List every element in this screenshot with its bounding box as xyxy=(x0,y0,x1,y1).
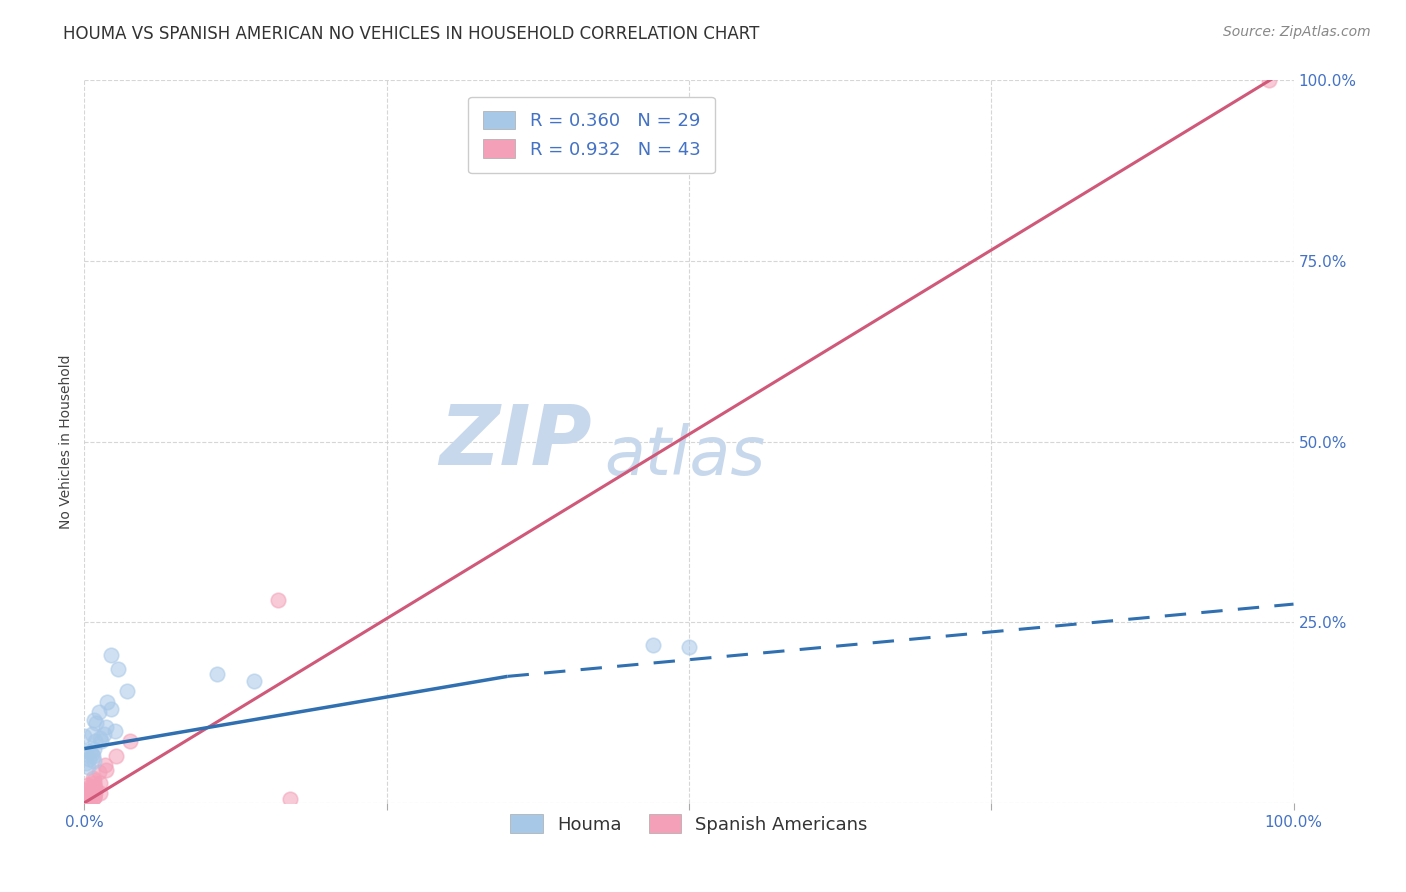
Point xyxy=(83,741,105,756)
Point xyxy=(278,792,301,806)
Point xyxy=(94,764,117,778)
Point xyxy=(73,729,96,743)
Point xyxy=(82,771,104,785)
Point xyxy=(86,716,108,731)
Point xyxy=(84,780,107,794)
Point xyxy=(83,713,105,727)
Point xyxy=(83,790,105,805)
Point xyxy=(77,793,100,807)
Point xyxy=(76,744,98,758)
Point xyxy=(84,786,107,800)
Point xyxy=(77,790,100,805)
Point xyxy=(77,760,100,774)
Point xyxy=(120,734,142,748)
Point xyxy=(83,782,105,797)
Point xyxy=(83,754,105,768)
Point xyxy=(82,748,104,763)
Point xyxy=(75,792,97,806)
Point xyxy=(100,702,122,716)
Point xyxy=(77,793,100,807)
Point xyxy=(77,793,100,807)
Point xyxy=(641,638,664,652)
Point xyxy=(242,674,264,689)
Point xyxy=(79,793,101,807)
Point xyxy=(1258,73,1281,87)
Point xyxy=(678,640,700,655)
Text: HOUMA VS SPANISH AMERICAN NO VEHICLES IN HOUSEHOLD CORRELATION CHART: HOUMA VS SPANISH AMERICAN NO VEHICLES IN… xyxy=(63,25,759,43)
Point xyxy=(77,793,100,807)
Point xyxy=(104,723,127,738)
Point xyxy=(77,793,100,807)
Point xyxy=(104,748,127,763)
Point xyxy=(75,756,97,770)
Text: Source: ZipAtlas.com: Source: ZipAtlas.com xyxy=(1223,25,1371,39)
Point xyxy=(207,667,229,681)
Point xyxy=(83,775,105,789)
Point xyxy=(79,745,101,759)
Point xyxy=(77,778,100,792)
Point xyxy=(75,796,97,810)
Point xyxy=(77,752,100,766)
Point xyxy=(87,765,110,780)
Point xyxy=(89,786,111,800)
Point xyxy=(75,796,97,810)
Text: ZIP: ZIP xyxy=(440,401,592,482)
Point xyxy=(75,796,97,810)
Point xyxy=(77,793,100,807)
Point xyxy=(77,780,100,794)
Point xyxy=(80,747,103,761)
Point xyxy=(73,782,96,797)
Point xyxy=(77,789,100,804)
Y-axis label: No Vehicles in Household: No Vehicles in Household xyxy=(59,354,73,529)
Point xyxy=(75,796,97,810)
Point xyxy=(107,662,129,676)
Point xyxy=(83,790,105,805)
Point xyxy=(93,727,115,741)
Point xyxy=(77,786,100,800)
Point xyxy=(89,731,111,745)
Point xyxy=(83,772,105,787)
Text: atlas: atlas xyxy=(605,423,765,489)
Point xyxy=(94,758,117,772)
Point xyxy=(75,796,97,810)
Point xyxy=(84,782,107,797)
Point xyxy=(100,648,122,662)
Point xyxy=(96,695,118,709)
Point xyxy=(80,727,103,741)
Point xyxy=(267,593,290,607)
Point xyxy=(77,793,100,807)
Point xyxy=(84,734,107,748)
Point xyxy=(87,706,110,720)
Point xyxy=(89,775,111,789)
Point xyxy=(90,734,112,748)
Point xyxy=(75,789,97,803)
Point xyxy=(77,793,100,807)
Legend: Houma, Spanish Americans: Houma, Spanish Americans xyxy=(495,800,883,848)
Point xyxy=(77,782,100,797)
Point xyxy=(115,683,138,698)
Point xyxy=(83,790,105,805)
Point xyxy=(94,720,117,734)
